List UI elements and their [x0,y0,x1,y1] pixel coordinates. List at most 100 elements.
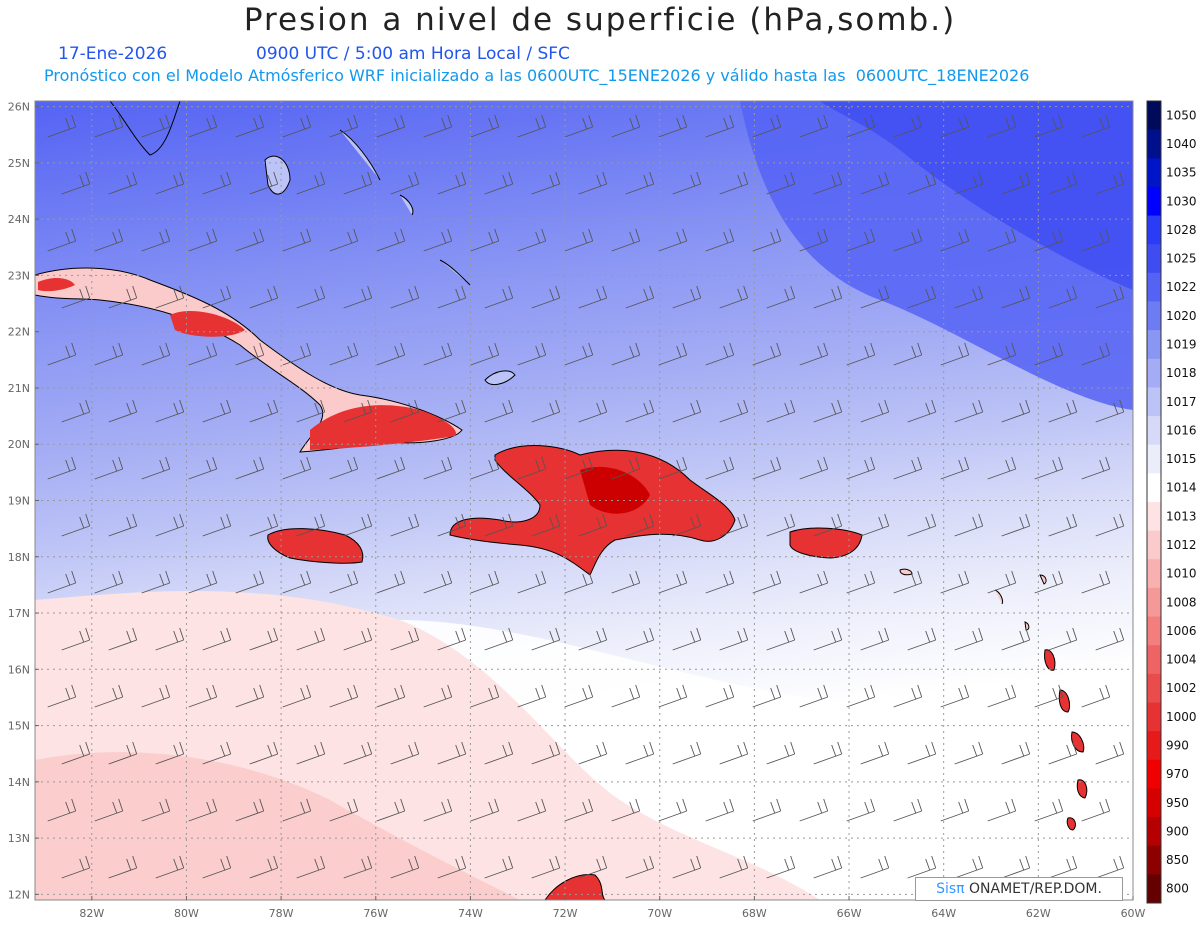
wind-barb [799,456,829,480]
wind-barb [437,399,467,423]
wind-barb [61,741,91,765]
wind-barb [108,285,138,309]
wind-barb [752,114,782,138]
wind-barb [860,171,890,195]
colorbar-label: 1025 [1166,252,1197,266]
wind-barb [155,741,185,765]
wind-barb [813,399,843,423]
lat-label: 25N [8,157,30,170]
lat-label: 19N [8,495,30,508]
wind-barb [296,171,326,195]
wind-barb [202,513,232,537]
wind-barb [1081,342,1111,366]
wind-barb [296,855,326,879]
wind-barb [531,855,561,879]
wind-barb [484,285,514,309]
wind-barb [108,855,138,879]
wind-barb [1081,798,1111,822]
lon-label: 78W [269,907,294,920]
wind-barb [846,456,876,480]
wind-barb [611,342,641,366]
wind-barb [658,456,688,480]
wind-barb [813,741,843,765]
wind-barb [343,285,373,309]
lat-label: 14N [8,776,30,789]
lat-label: 18N [8,551,30,564]
wind-barb [658,570,688,594]
wind-barb [705,342,735,366]
wind-barb [437,855,467,879]
wind-barb [1001,855,1031,879]
wind-barb [846,114,876,138]
wind-barb [390,285,420,309]
wind-barb [296,513,326,537]
colorbar-swatch [1147,845,1161,875]
wind-barb [423,114,453,138]
wind-barb [235,228,265,252]
wind-barb [564,798,594,822]
wind-barb [907,285,937,309]
wind-barb [625,513,655,537]
wind-barb [249,855,279,879]
wind-barb [390,741,420,765]
wind-barb [705,684,735,708]
wind-barb [282,798,312,822]
wind-barb [517,570,547,594]
wind-barb [1048,399,1078,423]
wind-barb [47,798,77,822]
wind-barb [249,627,279,651]
colorbar-swatch [1147,817,1161,847]
colorbar-swatch [1147,788,1161,818]
lon-label: 62W [1026,907,1051,920]
colorbar-swatch [1147,530,1161,560]
wind-barb [799,684,829,708]
wind-barb [470,456,500,480]
lat-label: 21N [8,382,30,395]
wind-barb [531,741,561,765]
wind-barb [672,741,702,765]
colorbar-label: 900 [1166,824,1189,838]
wind-barb [282,228,312,252]
wind-barb [249,513,279,537]
cuba-red-west [170,310,245,337]
wind-barb [625,855,655,879]
wind-barb [202,741,232,765]
wind-barb [611,228,641,252]
colorbar-label: 1013 [1166,509,1197,523]
forecast-description: Pronóstico con el Modelo Atmósferico WRF… [44,66,1030,85]
colorbar-label: 1022 [1166,280,1197,294]
wind-barb [954,741,984,765]
wind-barb [423,342,453,366]
colorbar-swatch [1147,301,1161,331]
wind-barb [940,342,970,366]
colorbar-label: 1008 [1166,595,1197,609]
wind-barb [329,342,359,366]
wind-barb [61,171,91,195]
wind-barb [1001,513,1031,537]
wind-barb [813,171,843,195]
wind-barb [329,684,359,708]
wind-barb [188,684,218,708]
wind-barb [141,456,171,480]
cuba-red-east [310,405,456,450]
credit-text: ONAMET/REP.DOM. [964,881,1102,897]
colombia-coast [544,874,606,900]
wind-barb [329,456,359,480]
wind-barb [249,285,279,309]
wind-barb [343,171,373,195]
wind-barb [235,114,265,138]
wind-barb [658,228,688,252]
wind-barb [249,399,279,423]
colorbar-label: 800 [1166,882,1189,896]
wind-barb [578,285,608,309]
wind-barb [705,228,735,252]
wind-barb [47,114,77,138]
colorbar-swatch [1147,186,1161,217]
colorbar-label: 1035 [1166,166,1197,180]
wind-barb [108,399,138,423]
colorbar-label: 1028 [1166,223,1197,237]
wind-barb [517,798,547,822]
colorbar-label: 1015 [1166,452,1197,466]
wind-barb [188,798,218,822]
lat-label: 17N [8,607,30,620]
